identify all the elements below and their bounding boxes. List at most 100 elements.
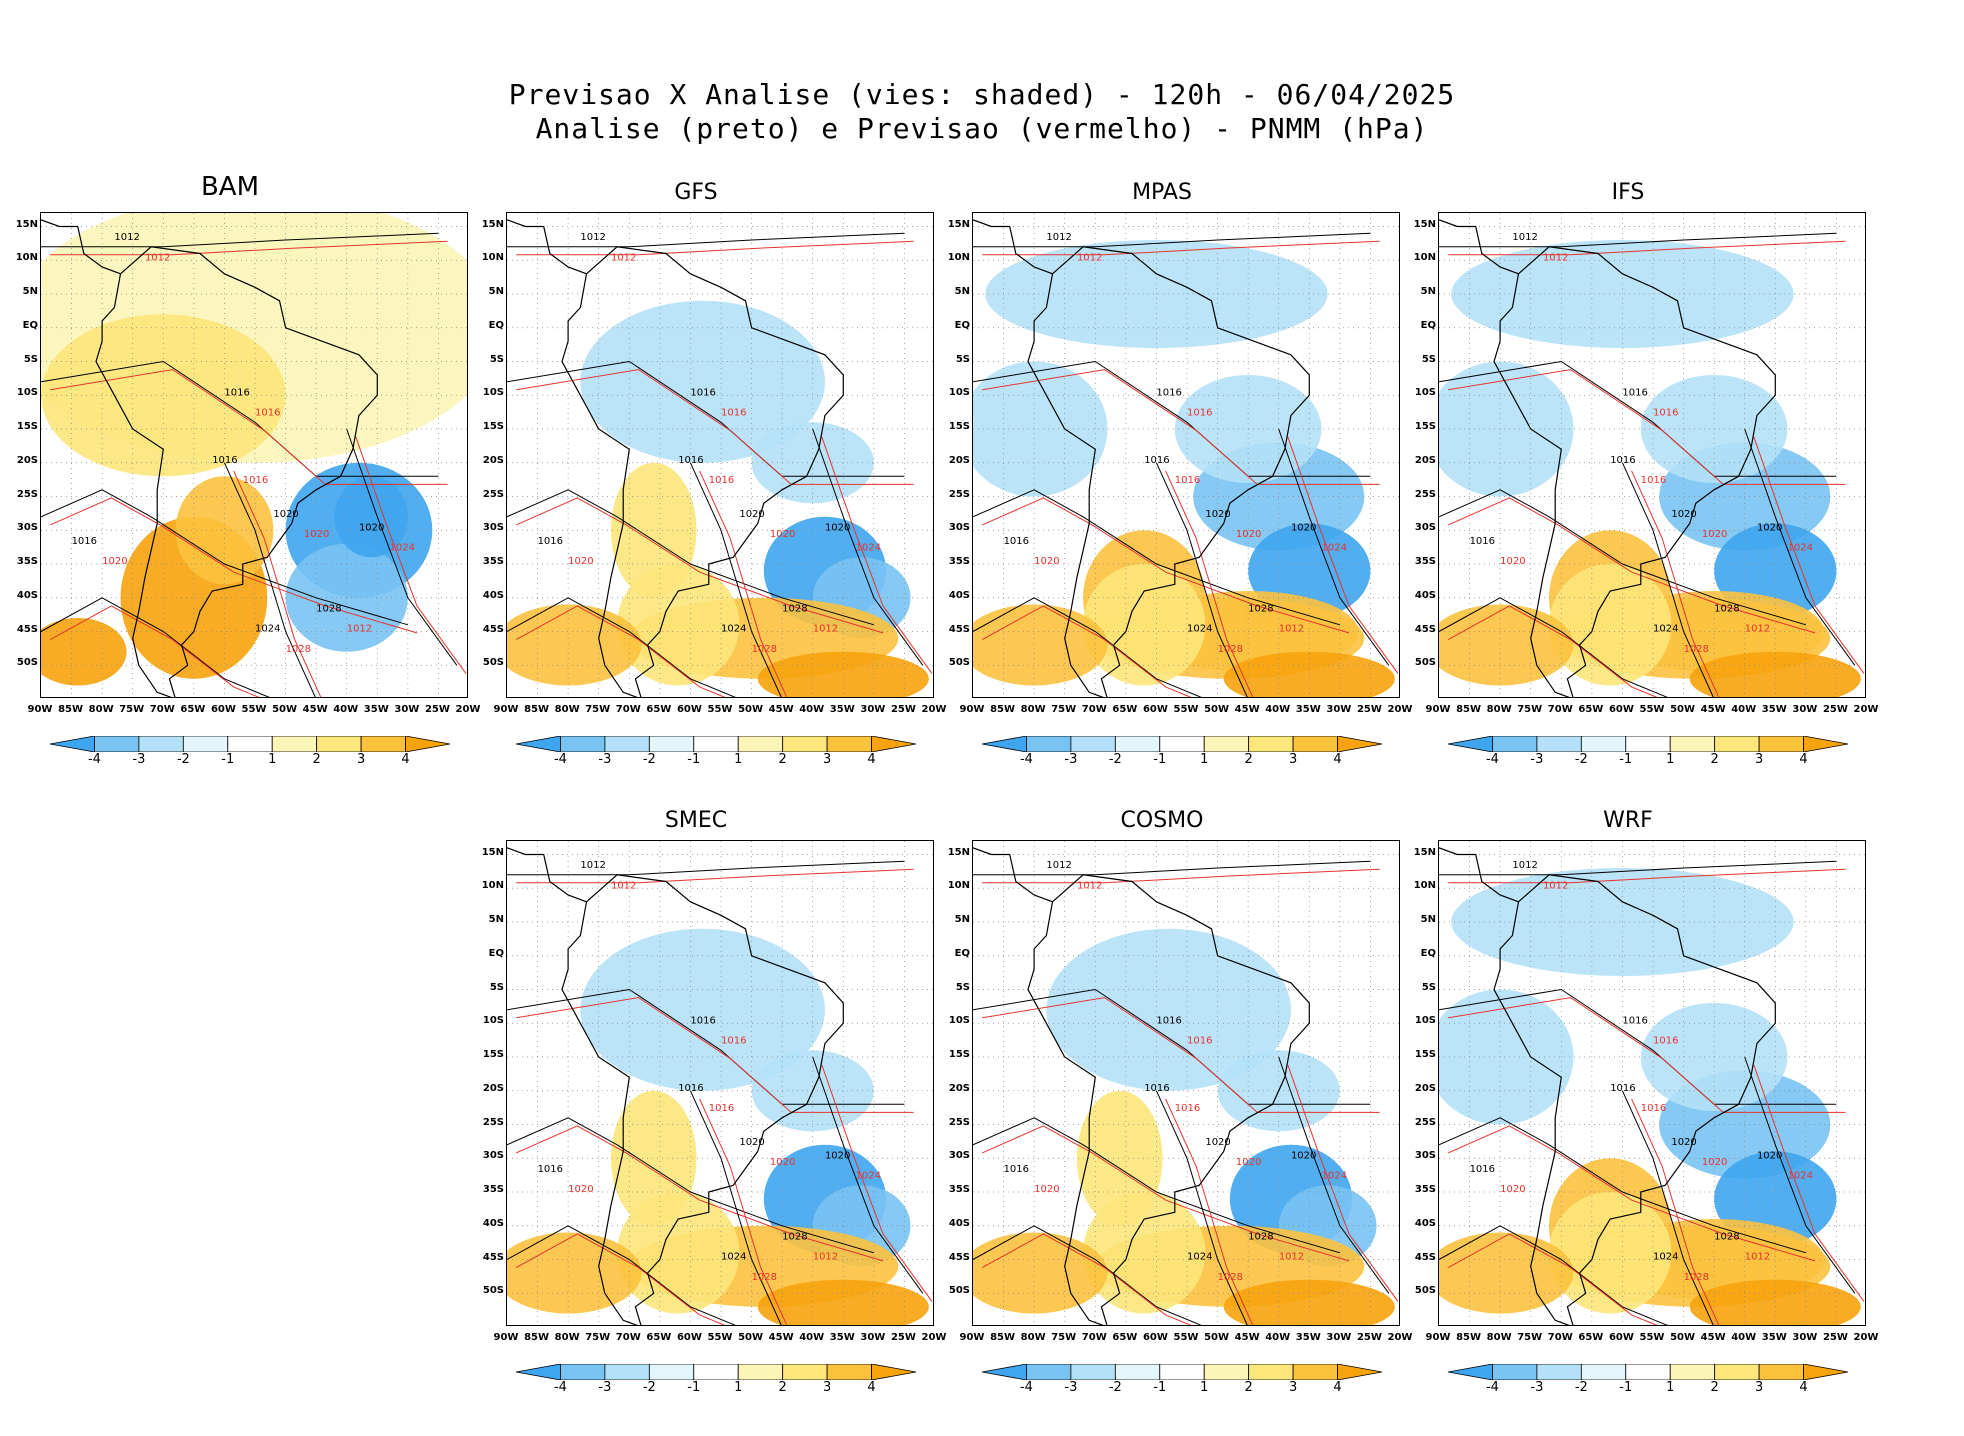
- lat-tick-label: 20S: [948, 454, 970, 466]
- lat-tick-label: 10N: [481, 880, 504, 892]
- lon-tick-label: 25W: [890, 1332, 916, 1343]
- lat-tick-label: 5S: [489, 981, 504, 993]
- bias-shading: [175, 476, 274, 585]
- colorbar-segment: [782, 735, 828, 753]
- analysis-contour-label: 1028: [1248, 603, 1273, 614]
- panel-title: MPAS: [1132, 180, 1192, 205]
- colorbar-segment: [138, 735, 184, 753]
- bias-shading: [580, 928, 825, 1091]
- colorbar-label: 3: [1288, 752, 1298, 767]
- forecast-isobar: [981, 1125, 1350, 1262]
- lat-tick-label: 35S: [948, 556, 970, 567]
- coastline-central-america: [973, 847, 1053, 903]
- bias-shading: [1223, 651, 1395, 697]
- colorbar-segment: [1026, 735, 1072, 753]
- colorbar-segment: [1758, 735, 1804, 753]
- lat-tick-label: 20S: [1414, 454, 1436, 466]
- colorbar-label: -2: [1108, 1380, 1122, 1395]
- bias-shading: [1549, 1192, 1672, 1314]
- analysis-contour-label: 1016: [1144, 455, 1169, 466]
- lat-tick-label: 30S: [1414, 522, 1436, 534]
- lon-tick-label: 25W: [424, 704, 450, 715]
- coastline-central-america: [973, 219, 1053, 275]
- lon-tick-label: 20W: [1853, 704, 1879, 715]
- forecast-contour-label: 1020: [770, 529, 795, 540]
- forecast-contour-label: 1020: [1702, 529, 1727, 540]
- colorbar-label: 4: [1333, 1380, 1342, 1395]
- analysis-contour-label: 1016: [1622, 1015, 1647, 1026]
- analysis-contour-label: 1016: [224, 387, 249, 398]
- colorbar-label: 1: [1666, 1380, 1675, 1395]
- analysis-isobar: [1621, 1090, 1714, 1325]
- lon-tick-label: 60W: [676, 704, 702, 715]
- forecast-contour-label: 1012: [1543, 880, 1568, 891]
- lat-tick-label: 20S: [16, 454, 38, 466]
- lon-tick-label: 70W: [149, 704, 175, 715]
- lon-tick-label: 20W: [1853, 1332, 1879, 1343]
- bias-shading: [1689, 1279, 1861, 1325]
- colorbar-label: -2: [1108, 752, 1122, 767]
- lon-tick-label: 70W: [615, 704, 641, 715]
- colorbar-segment: [405, 735, 451, 753]
- lat-tick-label: 50S: [1414, 1285, 1436, 1297]
- lat-tick-label: 50S: [482, 657, 504, 669]
- coastline-south-america: [561, 246, 844, 697]
- lat-tick-label: 50S: [948, 1285, 970, 1297]
- lon-tick-label: 20W: [455, 704, 481, 715]
- forecast-isobar: [49, 605, 260, 697]
- colorbar-label: 2: [1244, 1380, 1253, 1395]
- forecast-isobar: [821, 1064, 933, 1302]
- analysis-isobar: [1439, 597, 1668, 697]
- lat-tick-label: 45S: [482, 623, 504, 635]
- coastline-central-america: [1439, 219, 1519, 275]
- coastline-south-america: [1493, 874, 1776, 1325]
- colorbar-label: 4: [1799, 1380, 1808, 1395]
- lon-tick-label: 30W: [394, 704, 420, 715]
- lat-tick-label: 30S: [482, 522, 504, 534]
- forecast-contour-label: 1028: [286, 644, 311, 655]
- colorbar-segment: [1070, 735, 1116, 753]
- colorbar-label: 2: [1710, 752, 1719, 767]
- colorbar-segment: [515, 1363, 561, 1381]
- lon-tick-label: 40W: [1265, 1332, 1291, 1343]
- lon-tick-label: 80W: [1486, 704, 1512, 715]
- colorbar-label: 2: [1244, 752, 1253, 767]
- colorbar-label: 3: [356, 752, 366, 767]
- colorbar-segment: [1669, 1363, 1716, 1381]
- forecast-contour-label: 1016: [243, 475, 268, 486]
- panel-title: COSMO: [1120, 808, 1204, 833]
- lon-tick-label: 55W: [1173, 1332, 1199, 1343]
- forecast-contour-label: 1016: [721, 408, 746, 419]
- analysis-isobar: [1439, 1117, 1807, 1254]
- forecast-contour-label: 1020: [1236, 1157, 1261, 1168]
- bias-shading: [757, 1279, 929, 1325]
- colorbar-label: -1: [687, 1380, 701, 1395]
- lon-tick-label: 80W: [1020, 704, 1046, 715]
- colorbar-label: 4: [867, 1380, 876, 1395]
- forecast-contour-label: 1028: [752, 644, 777, 655]
- colorbar-segment: [1625, 735, 1671, 753]
- forecast-isobar: [1753, 436, 1865, 674]
- forecast-contour-label: 1024: [1322, 1171, 1347, 1182]
- colorbar-segment: [1070, 1363, 1116, 1381]
- bias-shading: [1451, 240, 1794, 348]
- forecast-contour-label: 1016: [1175, 1103, 1200, 1114]
- lat-tick-label: 35S: [482, 1184, 504, 1195]
- analysis-isobar: [41, 489, 409, 626]
- lat-tick-label: 5N: [954, 286, 970, 297]
- lon-tick-label: 65W: [1578, 1332, 1604, 1343]
- lat-tick-label: 50S: [16, 657, 38, 669]
- analysis-isobar: [973, 988, 1371, 1105]
- lat-tick-label: 5S: [955, 353, 970, 365]
- colorbar-svg: [1447, 1363, 1849, 1381]
- forecast-isobar: [982, 240, 1380, 256]
- lon-tick-label: 30W: [860, 1332, 886, 1343]
- lat-tick-label: 35S: [1414, 556, 1436, 567]
- forecast-isobar: [1447, 1125, 1816, 1262]
- analysis-isobar: [689, 462, 782, 697]
- forecast-isobar: [699, 1098, 788, 1325]
- colorbar-svg: [515, 1363, 917, 1381]
- forecast-isobar: [1287, 436, 1399, 674]
- lat-tick-label: 15S: [482, 421, 504, 432]
- analysis-contour-label: 1012: [580, 232, 605, 243]
